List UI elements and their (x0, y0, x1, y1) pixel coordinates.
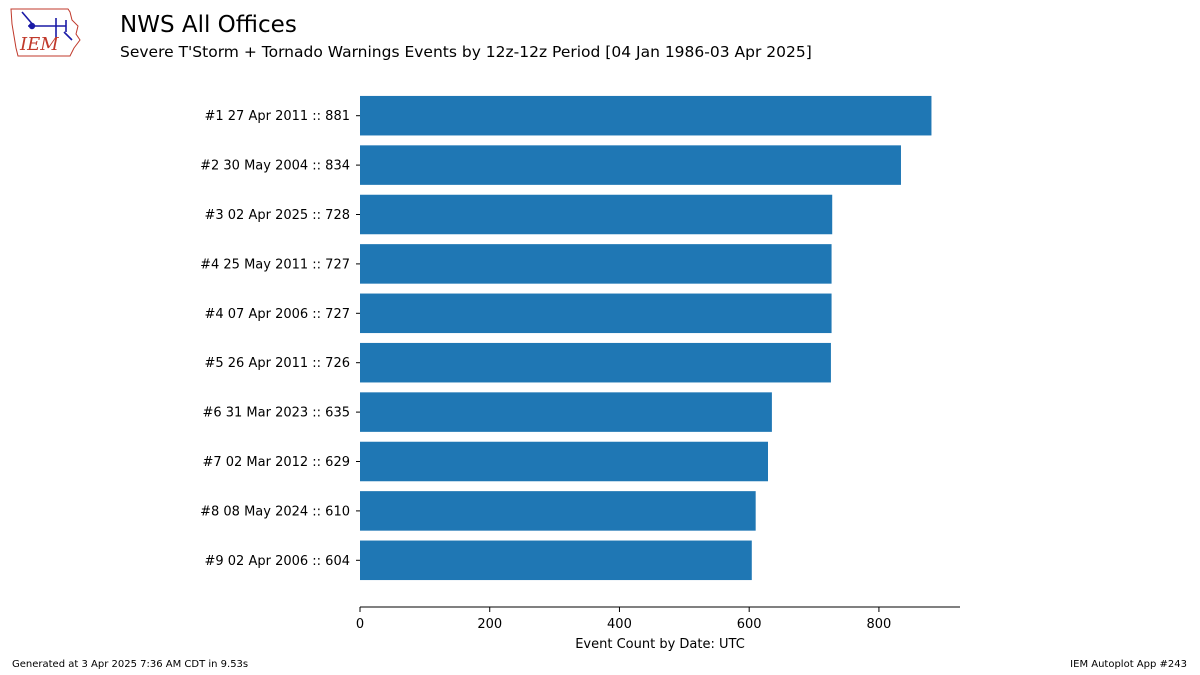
x-tick-label: 800 (867, 617, 892, 632)
app-id-label: IEM Autoplot App #243 (1070, 659, 1187, 670)
iem-logo: IEM (10, 8, 81, 57)
y-tick-label: #8 08 May 2024 :: 610 (200, 504, 350, 519)
bar (360, 194, 833, 235)
y-tick-label: #9 02 Apr 2006 :: 604 (204, 554, 350, 569)
bar (360, 491, 756, 531)
generated-timestamp: Generated at 3 Apr 2025 7:36 AM CDT in 9… (12, 659, 249, 670)
chart-subtitle: Severe T'Storm + Tornado Warnings Events… (120, 43, 812, 61)
y-tick-label: #5 26 Apr 2011 :: 726 (204, 356, 350, 371)
y-tick-label: #6 31 Mar 2023 :: 635 (202, 406, 350, 421)
bar (360, 145, 901, 185)
weather-vane-icon (21, 11, 73, 41)
y-tick-label: #1 27 Apr 2011 :: 881 (204, 109, 350, 124)
x-tick-label: 0 (356, 617, 364, 632)
y-tick-label: #7 02 Mar 2012 :: 629 (202, 455, 350, 470)
y-tick-label: #2 30 May 2004 :: 834 (200, 159, 350, 174)
logo-text: IEM (19, 34, 59, 55)
bar (360, 95, 932, 136)
x-axis-label: Event Count by Date: UTC (575, 637, 745, 652)
bar (360, 540, 752, 581)
iowa-outline-icon (10, 8, 81, 57)
chart-title: NWS All Offices (120, 12, 297, 38)
x-tick-label: 400 (607, 617, 632, 632)
x-tick-label: 600 (737, 617, 762, 632)
bar (360, 342, 831, 383)
x-tick-label: 200 (477, 617, 502, 632)
y-tick-label: #3 02 Apr 2025 :: 728 (204, 208, 350, 223)
bar (360, 244, 832, 284)
bar (360, 392, 772, 432)
y-tick-label: #4 25 May 2011 :: 727 (200, 257, 350, 272)
bar (360, 293, 832, 334)
y-tick-label: #4 07 Apr 2006 :: 727 (204, 307, 350, 322)
bar (360, 441, 768, 482)
